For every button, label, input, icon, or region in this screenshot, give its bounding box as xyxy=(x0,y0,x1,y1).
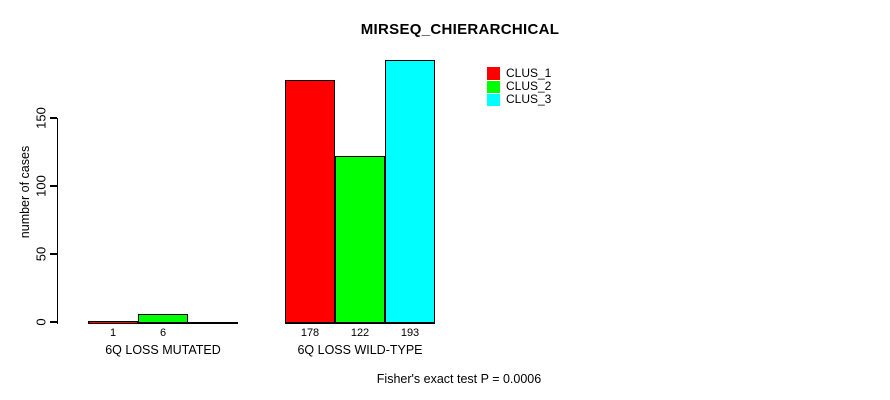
legend-label: CLUS_3 xyxy=(506,92,552,107)
chart-title: MIRSEQ_CHIERARCHICAL xyxy=(360,21,560,38)
y-tick xyxy=(50,185,57,187)
y-tick-label: 150 xyxy=(33,107,49,129)
bar-clus_1-g1 xyxy=(285,79,335,324)
legend-swatch xyxy=(487,67,500,80)
bar-clus_2-g0 xyxy=(138,313,188,324)
y-tick xyxy=(50,253,57,255)
y-tick-label: 100 xyxy=(33,175,49,197)
bar-clus_1-g0 xyxy=(88,320,138,324)
legend-swatch xyxy=(487,80,500,94)
y-axis-label: number of cases xyxy=(18,145,32,239)
bar-value-label: 193 xyxy=(400,327,420,339)
y-tick xyxy=(50,321,57,323)
bar-clus_2-g1 xyxy=(335,156,385,324)
legend-item: CLUS_2 xyxy=(487,79,552,94)
legend: CLUS_1 CLUS_2 CLUS_3 xyxy=(487,67,551,107)
legend-swatch xyxy=(487,93,500,107)
bar-value-label: 1 xyxy=(109,327,117,339)
bar-clus_3-g1 xyxy=(385,59,435,324)
legend-label: CLUS_2 xyxy=(506,79,552,94)
annotation-fisher-test: Fisher's exact test P = 0.0006 xyxy=(376,372,542,386)
x-category-label: 6Q LOSS MUTATED xyxy=(105,343,221,357)
y-axis-line xyxy=(56,117,58,324)
bar-value-label: 122 xyxy=(350,327,370,339)
legend-label: CLUS_1 xyxy=(506,66,552,81)
legend-item: CLUS_3 xyxy=(487,92,552,107)
bar-value-label: 6 xyxy=(159,327,167,339)
bar-value-label: 178 xyxy=(300,327,320,339)
y-tick-label: 0 xyxy=(33,318,49,326)
y-tick xyxy=(50,117,57,119)
legend-item: CLUS_1 xyxy=(487,67,551,80)
x-category-label: 6Q LOSS WILD-TYPE xyxy=(297,343,423,357)
y-tick-label: 50 xyxy=(33,246,49,262)
